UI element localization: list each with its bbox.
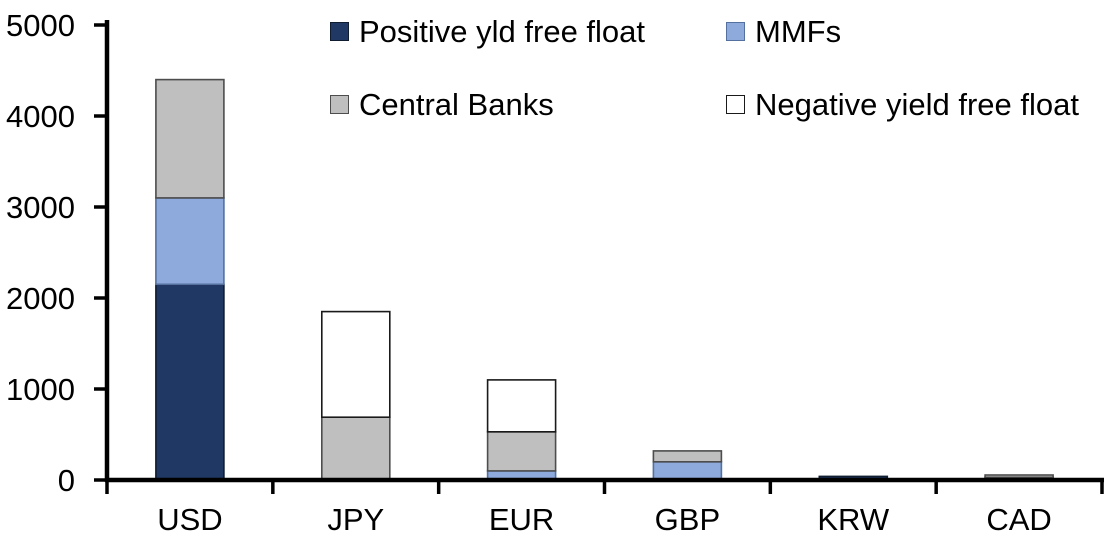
bar-segment-JPY-3 <box>320 310 391 419</box>
y-axis-label-1000: 1000 <box>6 372 75 407</box>
bar-segment-GBP-1 <box>652 460 723 481</box>
bar-segment-CAD-2 <box>984 474 1054 479</box>
bar-segment-USD-2 <box>155 78 225 199</box>
bar-segment-EUR-2 <box>486 430 557 472</box>
x-axis-label-KRW: KRW <box>817 502 890 537</box>
x-axis-label-GBP: GBP <box>655 502 720 537</box>
y-axis-label-2000: 2000 <box>6 281 75 316</box>
y-axis-label-5000: 5000 <box>6 8 75 43</box>
x-axis-label-USD: USD <box>157 502 222 537</box>
bar-segment-GBP-2 <box>652 450 723 463</box>
x-axis-label-EUR: EUR <box>489 502 554 537</box>
bar-segment-JPY-2 <box>320 416 391 481</box>
y-axis-label-4000: 4000 <box>6 99 75 134</box>
x-axis-label-CAD: CAD <box>986 502 1051 537</box>
x-axis-label-JPY: JPY <box>327 502 384 537</box>
y-axis-label-3000: 3000 <box>6 190 75 225</box>
y-axis-label-0: 0 <box>58 463 75 498</box>
bar-segment-EUR-3 <box>486 379 557 433</box>
bar-segment-USD-1 <box>155 197 225 286</box>
bar-segment-USD-0 <box>155 283 225 481</box>
